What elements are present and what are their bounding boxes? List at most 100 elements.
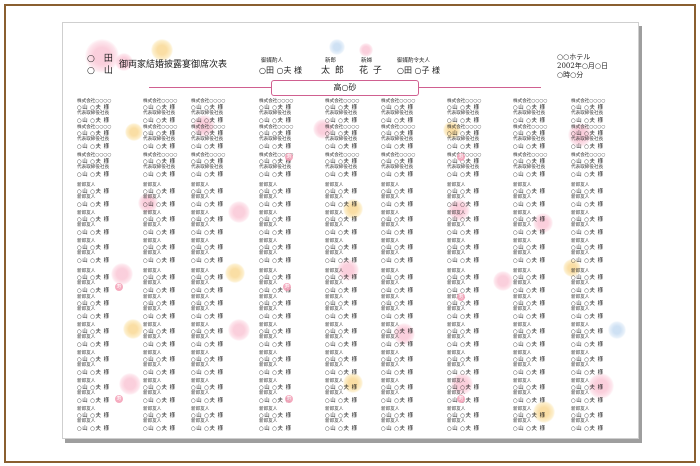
guest-name: ○山 ○夫 様 xyxy=(447,357,480,364)
guest-name: ○山 ○夫 様 xyxy=(259,425,292,432)
guest-relation: 新郎友人 xyxy=(447,363,466,369)
guest-relation: 新郎友人 xyxy=(447,351,466,356)
guest-entry: 株式会社○○○○○山 ○夫 様代表取締役社長○山 ○夫 様 xyxy=(571,153,615,178)
guest-entry: 新郎友人○山 ○夫 様新郎友人○山 ○夫 様 xyxy=(447,269,491,294)
guest-title: 代表取締役社長 xyxy=(325,165,358,171)
guest-entry: 新郎友人○山 ○夫 様新郎友人○山 ○夫 様 xyxy=(513,351,557,376)
guest-relation: 新郎友人 xyxy=(571,419,590,425)
guest-title: 代表取締役社長 xyxy=(325,111,358,117)
guest-relation: 新郎友人 xyxy=(381,295,400,300)
flower-decoration xyxy=(588,373,614,399)
guest-name: ○山 ○夫 様 xyxy=(571,385,604,392)
guest-entry: 新郎友人○山 ○夫 様新郎友人○山 ○夫 様 xyxy=(325,295,369,320)
flower-decoration xyxy=(138,193,158,213)
guest-title: 代表取締役社長 xyxy=(77,165,110,171)
guest-entry: 新郎友人○山 ○夫 様新郎友人○山 ○夫 様 xyxy=(191,379,235,404)
flower-decoration xyxy=(85,39,119,73)
guest-name: ○山 ○夫 様 xyxy=(259,369,292,376)
flower-decoration xyxy=(111,263,133,285)
guest-name: ○山 ○夫 様 xyxy=(325,275,358,282)
guest-title: 代表取締役社長 xyxy=(447,165,480,171)
guest-company: 株式会社○○○○ xyxy=(77,153,112,158)
guest-entry: 新郎友人○山 ○夫 様新郎友人○山 ○夫 様 xyxy=(325,379,369,404)
guest-relation: 新郎友人 xyxy=(259,363,278,369)
guest-relation: 新郎友人 xyxy=(381,211,400,216)
guest-entry: 新郎友人○山 ○夫 様新郎友人○山 ○夫 様 xyxy=(259,295,303,320)
guest-name: ○山 ○夫 様 xyxy=(571,329,604,336)
guest-company: 株式会社○○○○ xyxy=(77,99,112,104)
guest-name: ○山 ○夫 様 xyxy=(381,217,414,224)
guest-name: ○山 ○夫 様 xyxy=(381,413,414,420)
guest-relation: 新郎友人 xyxy=(143,307,162,313)
guest-name: ○山 ○夫 様 xyxy=(513,385,546,392)
guest-entry: 新郎友人○山 ○夫 様新郎友人○山 ○夫 様 xyxy=(325,183,369,208)
guest-relation: 新郎友人 xyxy=(143,183,162,188)
guest-relation: 新郎友人 xyxy=(259,407,278,412)
guest-relation: 新郎友人 xyxy=(191,351,210,356)
guest-name: ○山 ○夫 様 xyxy=(381,105,414,112)
guest-name: ○山 ○夫 様 xyxy=(191,329,224,336)
guest-entry: 新郎友人○山 ○夫 様新郎友人○山 ○夫 様 xyxy=(325,351,369,376)
guest-relation: 新郎友人 xyxy=(77,363,96,369)
guest-name: ○山 ○夫 様 xyxy=(571,131,604,138)
guest-name: ○山 ○夫 様 xyxy=(571,171,604,178)
guest-relation: 新郎友人 xyxy=(259,335,278,341)
guest-name: ○山 ○夫 様 xyxy=(259,229,292,236)
groom-nakodo-role: 御媒酌人 xyxy=(261,58,284,64)
guest-entry: 新郎友人○山 ○夫 様新郎友人○山 ○夫 様 xyxy=(259,351,303,376)
guest-name: ○山 ○夫 様 xyxy=(381,313,414,320)
guest-name: ○山 ○夫 様 xyxy=(381,301,414,308)
flower-decoration xyxy=(151,39,173,61)
guest-relation: 新郎友人 xyxy=(513,351,532,356)
guest-name: ○山 ○夫 様 xyxy=(77,189,110,196)
guest-relation: 新郎友人 xyxy=(325,269,344,274)
guest-name: ○山 ○夫 様 xyxy=(77,301,110,308)
guest-name: ○山 ○夫 様 xyxy=(381,159,414,166)
guest-relation: 新郎友人 xyxy=(191,335,210,341)
guest-relation: 新郎友人 xyxy=(513,379,532,384)
guest-entry: 株式会社○○○○○山 ○夫 様代表取締役社長○山 ○夫 様 xyxy=(325,153,369,178)
guest-name: ○山 ○夫 様 xyxy=(381,385,414,392)
guest-name: ○山 ○夫 様 xyxy=(447,369,480,376)
guest-relation: 新郎友人 xyxy=(325,407,344,412)
guest-entry: 新郎友人○山 ○夫 様新郎友人○山 ○夫 様 xyxy=(191,211,235,236)
guest-name: ○山 ○夫 様 xyxy=(191,257,224,264)
guest-entry: 新郎友人○山 ○夫 様新郎友人○山 ○夫 様 xyxy=(571,323,615,348)
guest-entry: 株式会社○○○○○山 ○夫 様代表取締役社長○山 ○夫 様 xyxy=(513,125,557,150)
guest-name: ○山 ○夫 様 xyxy=(325,189,358,196)
guest-relation: 新郎友人 xyxy=(325,323,344,328)
table-marker-icon: 寿 xyxy=(457,293,465,301)
guest-name: ○山 ○夫 様 xyxy=(259,189,292,196)
guest-relation: 新郎友人 xyxy=(259,223,278,229)
flower-decoration xyxy=(608,321,626,339)
guest-entry: 新郎友人○山 ○夫 様新郎友人○山 ○夫 様 xyxy=(447,351,491,376)
guest-name: ○山 ○夫 様 xyxy=(143,131,176,138)
guest-name: ○山 ○夫 様 xyxy=(259,385,292,392)
flower-decoration xyxy=(193,115,215,137)
guest-relation: 新郎友人 xyxy=(381,335,400,341)
guest-name: ○山 ○夫 様 xyxy=(143,301,176,308)
flower-decoration xyxy=(533,401,555,423)
guest-company: 株式会社○○○○ xyxy=(571,99,606,104)
guest-relation: 新郎友人 xyxy=(191,419,210,425)
guest-relation: 新郎友人 xyxy=(513,211,532,216)
guest-relation: 新郎友人 xyxy=(77,211,96,216)
guest-relation: 新郎友人 xyxy=(191,211,210,216)
guest-name: ○山 ○夫 様 xyxy=(191,143,224,150)
guest-relation: 新郎友人 xyxy=(381,363,400,369)
groom-name: 太 郎 xyxy=(321,66,345,76)
flower-decoration xyxy=(533,213,553,233)
guest-entry: 新郎友人○山 ○夫 様新郎友人○山 ○夫 様 xyxy=(381,239,425,264)
guest-name: ○山 ○夫 様 xyxy=(259,131,292,138)
flower-decoration xyxy=(448,199,470,221)
guest-entry: 新郎友人○山 ○夫 様新郎友人○山 ○夫 様 xyxy=(447,211,491,236)
document-title: 御両家結婚披露宴御席次表 xyxy=(119,60,228,70)
guest-name: ○山 ○夫 様 xyxy=(191,217,224,224)
guest-name: ○山 ○夫 様 xyxy=(77,131,110,138)
guest-entry: 新郎友人○山 ○夫 様新郎友人○山 ○夫 様 xyxy=(191,239,235,264)
guest-relation: 新郎友人 xyxy=(143,251,162,257)
guest-entry: 新郎友人○山 ○夫 様新郎友人○山 ○夫 様 xyxy=(325,323,369,348)
guest-name: ○山 ○夫 様 xyxy=(77,369,110,376)
guest-name: ○山 ○夫 様 xyxy=(77,105,110,112)
